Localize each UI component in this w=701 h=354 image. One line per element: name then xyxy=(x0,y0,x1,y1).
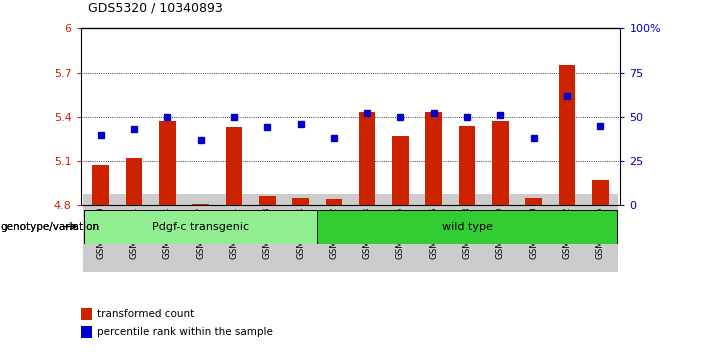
Bar xyxy=(392,136,409,205)
Bar xyxy=(359,113,376,205)
Bar xyxy=(317,210,617,244)
Text: GDS5320 / 10340893: GDS5320 / 10340893 xyxy=(88,1,222,14)
Text: wild type: wild type xyxy=(442,222,493,232)
Bar xyxy=(526,198,542,205)
Bar xyxy=(192,204,209,205)
Bar xyxy=(492,121,509,205)
Text: genotype/variation: genotype/variation xyxy=(0,222,99,232)
Bar xyxy=(559,65,576,205)
Text: genotype/variation: genotype/variation xyxy=(0,222,99,232)
Bar xyxy=(125,158,142,205)
Bar xyxy=(325,199,342,205)
Bar xyxy=(81,326,92,338)
Bar xyxy=(426,113,442,205)
Bar xyxy=(159,121,175,205)
Bar xyxy=(458,126,475,205)
Bar xyxy=(93,166,109,205)
Text: Pdgf-c transgenic: Pdgf-c transgenic xyxy=(152,222,249,232)
Bar xyxy=(81,308,92,320)
Bar xyxy=(592,180,608,205)
Bar xyxy=(84,210,317,244)
Bar xyxy=(259,196,275,205)
Bar xyxy=(226,127,243,205)
Text: transformed count: transformed count xyxy=(97,309,195,319)
Text: percentile rank within the sample: percentile rank within the sample xyxy=(97,327,273,337)
Bar xyxy=(292,198,309,205)
